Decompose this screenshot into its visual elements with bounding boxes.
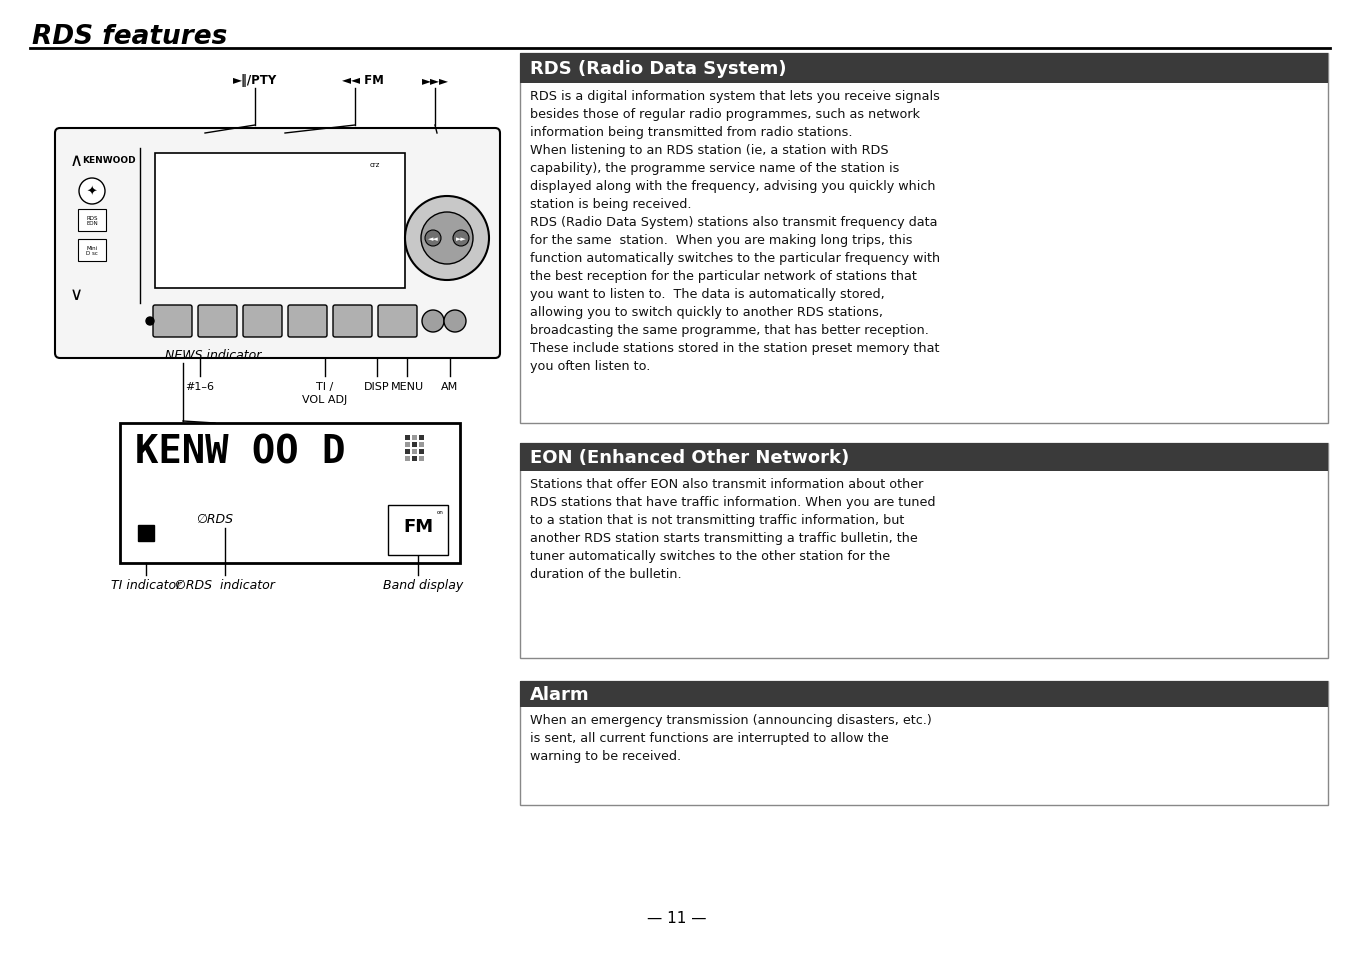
Bar xyxy=(419,456,424,461)
Circle shape xyxy=(146,317,154,326)
Text: KENWOOD: KENWOOD xyxy=(83,156,136,165)
Text: When an emergency transmission (announcing disasters, etc.)
is sent, all current: When an emergency transmission (announci… xyxy=(530,713,932,762)
FancyBboxPatch shape xyxy=(56,129,500,358)
Text: FM: FM xyxy=(402,517,434,536)
Text: ◄◄: ◄◄ xyxy=(428,235,439,242)
Text: RDS
EON: RDS EON xyxy=(87,215,98,226)
Text: ►►: ►► xyxy=(455,235,466,242)
Circle shape xyxy=(444,311,466,333)
Text: ∅RDS  indicator: ∅RDS indicator xyxy=(175,578,275,592)
Text: KENW OO D: KENW OO D xyxy=(136,434,346,472)
Text: ∅RDS: ∅RDS xyxy=(196,513,233,525)
Text: RDS (Radio Data System): RDS (Radio Data System) xyxy=(530,60,786,78)
Text: TI indicator: TI indicator xyxy=(111,578,182,592)
Text: ►►►: ►►► xyxy=(421,74,449,87)
Text: Band display: Band display xyxy=(383,578,463,592)
Bar xyxy=(520,54,1328,423)
Text: TI /: TI / xyxy=(316,381,333,392)
Text: EON (Enhanced Other Network): EON (Enhanced Other Network) xyxy=(530,449,850,467)
Text: MENU: MENU xyxy=(390,381,424,392)
Circle shape xyxy=(79,179,104,205)
FancyBboxPatch shape xyxy=(243,306,282,337)
Circle shape xyxy=(421,311,444,333)
Text: on: on xyxy=(438,510,444,515)
Text: ✦: ✦ xyxy=(87,185,98,198)
FancyBboxPatch shape xyxy=(333,306,373,337)
Circle shape xyxy=(453,231,469,247)
Bar xyxy=(405,442,411,448)
Text: Mini
D sc: Mini D sc xyxy=(87,245,98,256)
Circle shape xyxy=(421,213,473,265)
Bar xyxy=(405,436,411,440)
Bar xyxy=(154,153,405,289)
Text: DISP: DISP xyxy=(364,381,390,392)
Bar xyxy=(79,210,106,232)
Bar xyxy=(419,442,424,448)
Text: — 11 —: — 11 — xyxy=(648,910,707,925)
Text: #1–6: #1–6 xyxy=(186,381,214,392)
FancyBboxPatch shape xyxy=(289,306,327,337)
Text: ∨: ∨ xyxy=(69,286,83,304)
Text: NEWS indicator: NEWS indicator xyxy=(165,349,262,361)
Text: ◄◄ FM: ◄◄ FM xyxy=(341,74,383,87)
FancyBboxPatch shape xyxy=(153,306,192,337)
Circle shape xyxy=(425,231,440,247)
Bar xyxy=(412,436,417,440)
Bar xyxy=(520,54,1328,84)
Text: Alarm: Alarm xyxy=(530,685,589,703)
Text: VOL ADJ: VOL ADJ xyxy=(302,395,348,405)
Bar xyxy=(388,505,449,556)
Bar xyxy=(121,423,459,563)
Bar xyxy=(405,450,411,455)
Bar xyxy=(412,456,417,461)
Text: Stations that offer EON also transmit information about other
RDS stations that : Stations that offer EON also transmit in… xyxy=(530,477,935,580)
Bar xyxy=(419,436,424,440)
Bar xyxy=(520,681,1328,805)
Bar xyxy=(520,443,1328,659)
Bar xyxy=(412,442,417,448)
Text: RDS features: RDS features xyxy=(33,24,228,50)
Text: RDS is a digital information system that lets you receive signals
besides those : RDS is a digital information system that… xyxy=(530,90,940,373)
Text: crz: crz xyxy=(370,162,379,168)
Text: ►‖/PTY: ►‖/PTY xyxy=(233,74,278,87)
Bar xyxy=(520,681,1328,707)
Bar xyxy=(79,240,106,262)
Text: ∧: ∧ xyxy=(69,152,83,170)
FancyBboxPatch shape xyxy=(198,306,237,337)
Bar xyxy=(405,456,411,461)
Bar xyxy=(412,450,417,455)
Bar xyxy=(138,525,154,541)
Circle shape xyxy=(405,196,489,281)
FancyBboxPatch shape xyxy=(378,306,417,337)
Bar xyxy=(520,443,1328,472)
Text: AM: AM xyxy=(442,381,458,392)
Bar xyxy=(419,450,424,455)
